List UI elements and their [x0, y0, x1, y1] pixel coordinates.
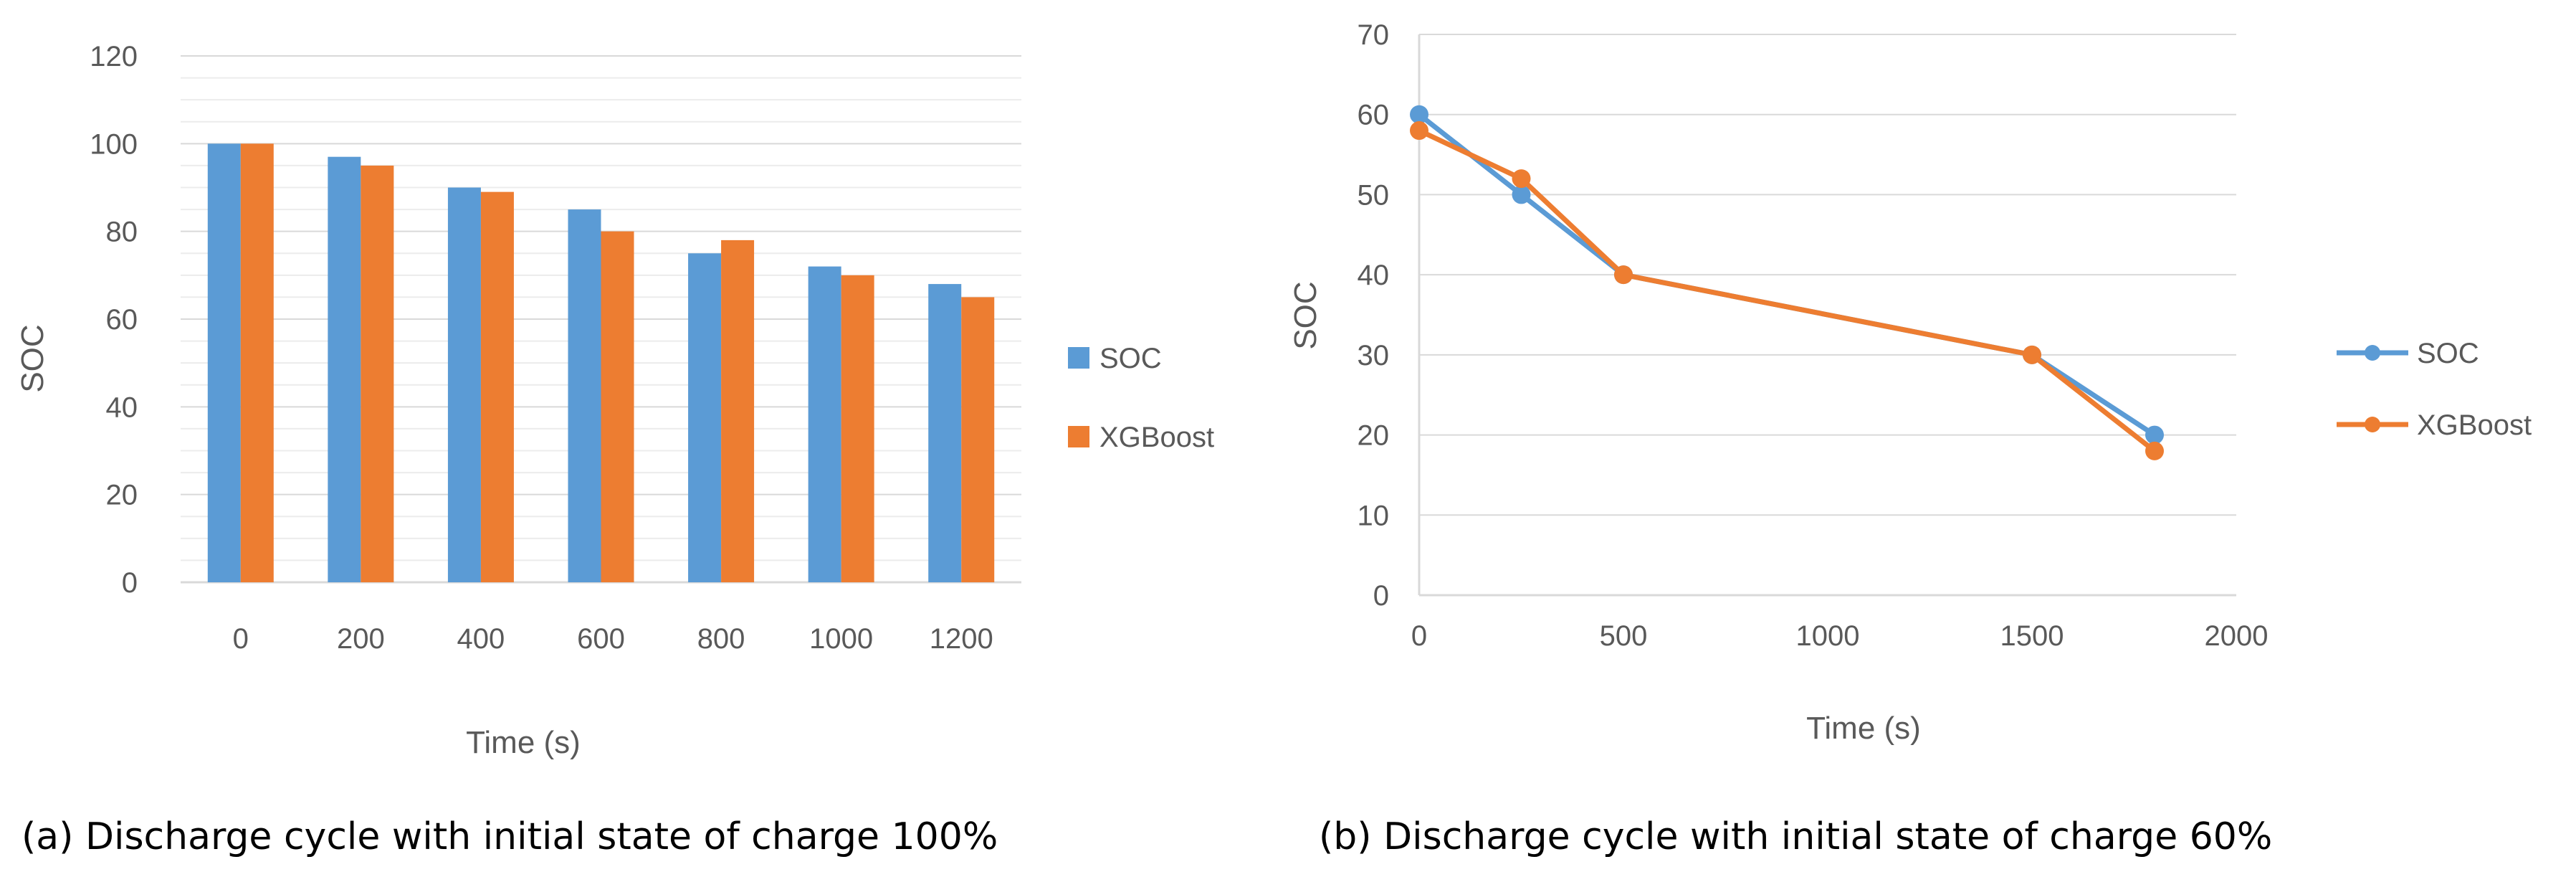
line-chart-gridlines	[1418, 34, 2236, 597]
line-chart-y-ticks: 0 10 20 30 40 50 60 70	[1358, 19, 1390, 612]
bar-x-tick-label: 400	[457, 623, 505, 655]
bar-y-tick-label: 100	[90, 128, 138, 160]
line-y-tick-label: 70	[1358, 19, 1390, 51]
bar-legend-label-soc: SOC	[1099, 343, 1162, 374]
bar-chart-x-ticks: 0 200 400 600 800 1000 1200	[233, 623, 993, 655]
bar-x-tick-label: 1200	[930, 623, 993, 655]
line-x-tick-label: 0	[1411, 620, 1427, 652]
line-legend-marker-soc	[2365, 345, 2380, 361]
line-y-tick-label: 30	[1358, 340, 1390, 371]
bar-y-tick-label: 40	[106, 392, 138, 423]
line-x-tick-label: 1500	[2000, 620, 2064, 652]
bar-xgboost-800	[721, 240, 755, 582]
bar-y-tick-label: 20	[106, 480, 138, 511]
line-legend-label-xgboost: XGBoost	[2417, 409, 2532, 441]
bar-y-tick-label: 80	[106, 217, 138, 248]
line-point-xgboost	[1410, 121, 1428, 141]
line-point-soc	[1512, 185, 1531, 204]
line-chart-legend: SOC XGBoost	[2337, 338, 2532, 441]
line-y-tick-label: 40	[1358, 260, 1390, 291]
bar-chart-x-axis-title: Time (s)	[466, 725, 581, 760]
bar-xgboost-600	[601, 231, 634, 582]
line-point-xgboost	[2145, 441, 2164, 460]
line-point-xgboost	[1512, 169, 1531, 189]
line-y-tick-label: 50	[1358, 179, 1390, 211]
line-x-tick-label: 500	[1600, 620, 1648, 652]
line-y-tick-label: 0	[1373, 580, 1389, 612]
bar-xgboost-400	[480, 191, 514, 582]
line-chart-caption: (b) Discharge cycle with initial state o…	[1319, 815, 2272, 858]
line-point-xgboost	[2023, 345, 2041, 364]
bar-soc-200	[328, 156, 361, 582]
bar-x-tick-label: 1000	[809, 623, 873, 655]
bar-xgboost-1000	[841, 275, 874, 582]
bar-chart-caption: (a) Discharge cycle with initial state o…	[22, 815, 998, 858]
bar-xgboost-200	[361, 165, 394, 582]
bar-y-tick-label: 0	[122, 567, 138, 599]
line-x-tick-label: 1000	[1796, 620, 1860, 652]
bar-chart-y-ticks: 0 20 40 60 80 100 120	[90, 41, 138, 599]
bar-x-tick-label: 0	[233, 623, 249, 655]
bar-chart-legend: SOC XGBoost	[1068, 343, 1214, 453]
bar-xgboost-0	[240, 143, 274, 583]
bar-soc-600	[568, 209, 601, 582]
bar-legend-label-xgboost: XGBoost	[1099, 422, 1214, 453]
line-point-xgboost	[1614, 265, 1633, 285]
bar-chart-a: 0 20 40 60 80 100 120 0 200 400 600 800 1000 1200 SO…	[15, 41, 1214, 858]
line-y-tick-label: 60	[1358, 100, 1390, 131]
line-y-tick-label: 10	[1358, 500, 1390, 531]
line-chart-y-axis-title: SOC	[1288, 281, 1323, 349]
line-legend-label-soc: SOC	[2417, 338, 2479, 369]
line-x-tick-label: 2000	[2205, 620, 2269, 652]
bar-soc-800	[688, 253, 722, 582]
line-chart-x-axis-title: Time (s)	[1806, 711, 1921, 746]
line-chart-x-ticks: 0 500 1000 1500 2000	[1411, 620, 2269, 652]
bar-x-tick-label: 800	[697, 623, 745, 655]
line-point-soc	[1410, 105, 1428, 124]
bar-legend-swatch-xgboost	[1068, 426, 1089, 447]
bar-x-tick-label: 200	[337, 623, 385, 655]
bar-soc-0	[207, 143, 241, 583]
line-chart-series	[1416, 112, 2157, 454]
bar-soc-1200	[928, 284, 962, 582]
bar-y-tick-label: 120	[90, 41, 138, 72]
bar-x-tick-label: 600	[577, 623, 625, 655]
line-point-soc	[2145, 425, 2164, 445]
line-legend-marker-xgboost	[2365, 417, 2380, 432]
bar-soc-1000	[808, 266, 841, 582]
bar-chart-bars	[207, 143, 995, 583]
bar-y-tick-label: 60	[106, 304, 138, 336]
bar-chart-y-axis-title: SOC	[15, 324, 50, 392]
line-chart-b: 0 10 20 30 40 50 60 70 0 500 1000 1500 2000 SOC Tim…	[1288, 19, 2532, 858]
bar-legend-swatch-soc	[1068, 347, 1089, 369]
line-chart-points	[1410, 105, 2164, 460]
bar-xgboost-1200	[961, 297, 995, 582]
bar-soc-400	[447, 187, 481, 582]
line-y-tick-label: 20	[1358, 420, 1390, 452]
